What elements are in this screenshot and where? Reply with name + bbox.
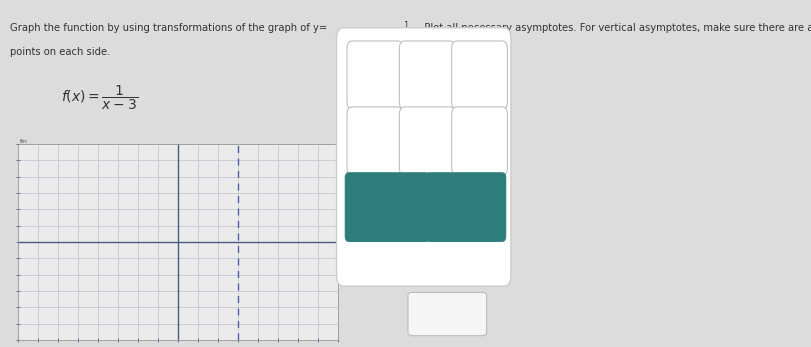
Text: ⊞: ⊞ xyxy=(473,134,486,149)
FancyBboxPatch shape xyxy=(452,41,508,110)
FancyBboxPatch shape xyxy=(408,293,487,336)
Text: ⬛: ⬛ xyxy=(371,69,379,82)
Text: ✕: ✕ xyxy=(380,198,394,216)
Text: - - - -: - - - - xyxy=(358,137,393,146)
Text: ✎: ✎ xyxy=(421,68,434,83)
Text: ⟳: ⟳ xyxy=(458,198,473,216)
FancyBboxPatch shape xyxy=(347,107,403,176)
FancyBboxPatch shape xyxy=(399,41,455,110)
Text: points on each side.: points on each side. xyxy=(10,47,110,57)
FancyBboxPatch shape xyxy=(337,28,511,286)
Text: fin: fin xyxy=(19,139,28,144)
FancyBboxPatch shape xyxy=(426,173,506,242)
Text: Graph the function by using transformations of the graph of y=: Graph the function by using transformati… xyxy=(10,23,327,33)
FancyBboxPatch shape xyxy=(345,173,429,242)
FancyBboxPatch shape xyxy=(399,107,455,176)
Text: Undo: Undo xyxy=(435,309,460,319)
FancyBboxPatch shape xyxy=(347,41,403,110)
Text: . Plot all necessary asymptotes. For vertical asymptotes, make sure there are at: . Plot all necessary asymptotes. For ver… xyxy=(418,23,811,33)
Text: $\frac{1}{x}$: $\frac{1}{x}$ xyxy=(403,21,410,41)
FancyBboxPatch shape xyxy=(452,107,508,176)
Text: ↙: ↙ xyxy=(474,68,485,82)
Text: $f(x)=\dfrac{1}{x-3}$: $f(x)=\dfrac{1}{x-3}$ xyxy=(61,83,138,112)
Text: ⋮: ⋮ xyxy=(418,132,437,151)
